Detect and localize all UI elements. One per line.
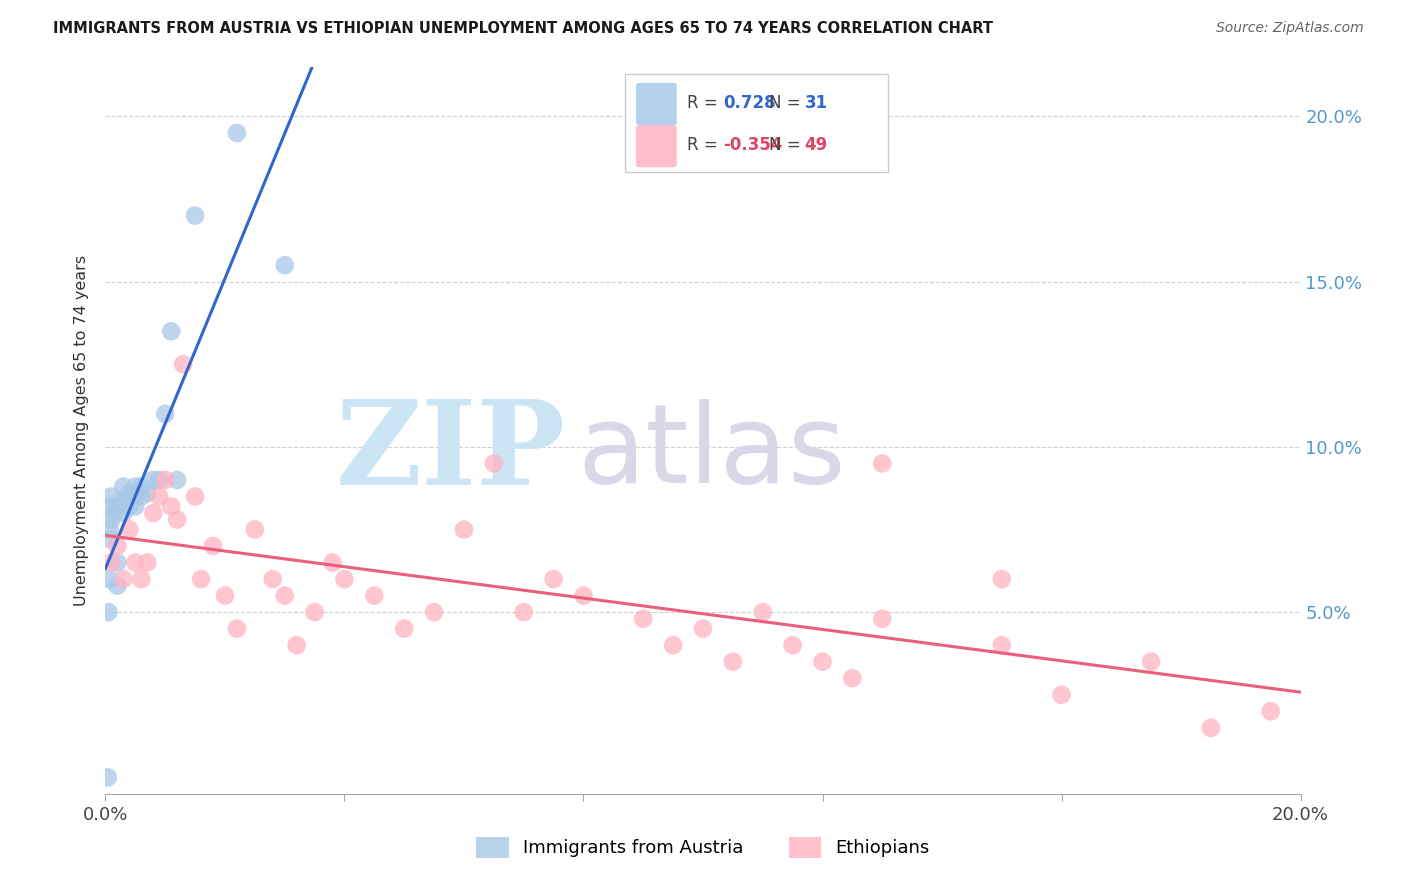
Point (160, 500, 183, 514)
Text: 31: 31 (804, 95, 828, 112)
Text: R =: R = (688, 136, 724, 154)
Point (172, 357, 194, 371)
Point (721, 655, 744, 669)
Point (543, 572, 565, 586)
Point (394, 622, 416, 636)
Point (304, 605, 326, 619)
Point (662, 638, 685, 652)
Text: R =: R = (688, 95, 724, 112)
Text: 0.728: 0.728 (723, 95, 776, 112)
Point (98, 572, 121, 586)
Text: N =: N = (769, 136, 806, 154)
Point (118, 500, 141, 514)
Text: ZIP: ZIP (336, 394, 565, 509)
Point (990, 638, 1012, 652)
Point (107, 500, 129, 514)
Point (136, 486, 159, 500)
Point (1140, 655, 1163, 669)
Point (124, 479, 146, 493)
Point (148, 490, 170, 504)
Point (100, 500, 122, 514)
Point (129, 490, 153, 504)
Point (872, 612, 894, 626)
Point (142, 506, 165, 520)
Point (273, 258, 295, 272)
Point (118, 523, 141, 537)
Point (1050, 688, 1073, 702)
Point (321, 556, 344, 570)
Point (184, 490, 207, 504)
Point (782, 638, 804, 652)
Point (453, 523, 475, 537)
Point (262, 572, 284, 586)
Text: -0.354: -0.354 (723, 136, 783, 154)
Point (100, 513, 122, 527)
FancyBboxPatch shape (626, 74, 889, 172)
Point (225, 126, 249, 140)
Point (285, 638, 308, 652)
Point (112, 506, 135, 520)
Point (107, 539, 129, 553)
Point (633, 612, 655, 626)
Point (100, 556, 122, 570)
Point (214, 589, 236, 603)
Point (129, 479, 153, 493)
Point (160, 324, 183, 338)
Text: Source: ZipAtlas.com: Source: ZipAtlas.com (1216, 21, 1364, 36)
Point (124, 490, 146, 504)
Point (98, 523, 121, 537)
Point (811, 655, 834, 669)
Point (107, 579, 129, 593)
Point (129, 572, 153, 586)
Point (482, 457, 505, 471)
Point (225, 622, 249, 636)
Point (155, 407, 177, 421)
Point (333, 572, 356, 586)
Point (124, 556, 146, 570)
Point (166, 473, 188, 487)
Point (124, 500, 146, 514)
Legend: Immigrants from Austria, Ethiopians: Immigrants from Austria, Ethiopians (470, 830, 936, 865)
Point (363, 589, 385, 603)
Point (202, 539, 225, 553)
Point (148, 473, 170, 487)
Point (112, 572, 135, 586)
Text: 49: 49 (804, 136, 828, 154)
Point (112, 492, 135, 507)
Point (98, 533, 121, 547)
Point (841, 671, 863, 685)
Point (136, 556, 159, 570)
Point (166, 513, 188, 527)
Point (692, 622, 714, 636)
Point (273, 589, 295, 603)
Point (97, 605, 120, 619)
Point (751, 605, 773, 619)
Point (190, 572, 212, 586)
Text: N =: N = (769, 95, 806, 112)
Point (142, 473, 165, 487)
Point (155, 473, 177, 487)
Point (100, 490, 122, 504)
Point (243, 523, 266, 537)
FancyBboxPatch shape (636, 125, 676, 167)
Point (97, 770, 120, 784)
Point (423, 605, 446, 619)
Point (872, 457, 894, 471)
Point (184, 209, 207, 223)
Point (118, 486, 141, 500)
Point (107, 556, 129, 570)
Point (1260, 704, 1282, 718)
Point (112, 479, 135, 493)
Text: atlas: atlas (578, 399, 846, 506)
Point (990, 572, 1012, 586)
Point (572, 589, 595, 603)
Point (1199, 721, 1222, 735)
Text: IMMIGRANTS FROM AUSTRIA VS ETHIOPIAN UNEMPLOYMENT AMONG AGES 65 TO 74 YEARS CORR: IMMIGRANTS FROM AUSTRIA VS ETHIOPIAN UNE… (53, 21, 994, 37)
FancyBboxPatch shape (636, 83, 676, 125)
Point (513, 605, 536, 619)
Y-axis label: Unemployment Among Ages 65 to 74 years: Unemployment Among Ages 65 to 74 years (75, 255, 90, 606)
Point (103, 506, 125, 520)
